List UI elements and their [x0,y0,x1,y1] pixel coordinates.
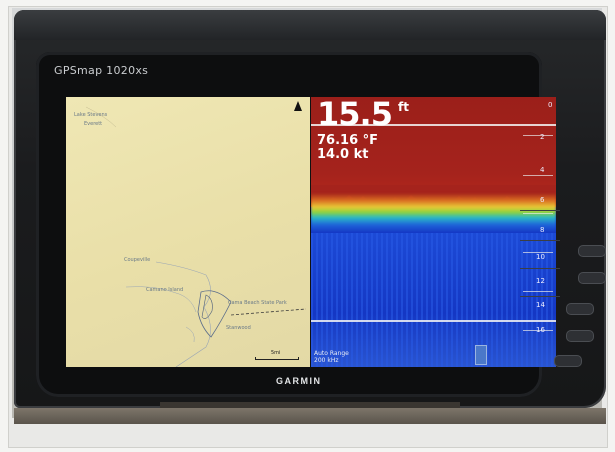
speed-readout: 14.0 kt [317,147,369,162]
range-mode-label: Auto Range [314,350,349,357]
depth-scale-label: 14 [536,301,545,309]
depth-tick [523,330,553,331]
menu-button[interactable] [566,303,594,315]
depth-scale-label: 4 [540,166,545,174]
bezel-groove [520,268,560,269]
bezel-groove [520,240,560,241]
depth-tick [523,213,553,214]
device-top-ledge [14,10,606,40]
map-label-town: Everett [84,121,103,127]
home-button[interactable] [554,355,582,367]
soft-key-button[interactable] [578,272,606,284]
depth-unit: ft [398,100,409,114]
bezel-groove [520,210,560,211]
mount-shelf-top [160,402,460,412]
sonar-surface-line [311,124,556,126]
depth-readout: 15.5 [317,95,393,133]
map-label-town: Lake Stevens [74,112,108,118]
map-scale-label: 5mi [271,350,281,356]
soft-key-button[interactable] [578,245,606,257]
map-label-park: Cama Beach State Park [228,300,287,306]
range-status: Auto Range 200 kHz [314,350,349,364]
depth-tick [523,135,553,136]
depth-scale-label: 12 [536,277,545,285]
bezel-groove [520,296,560,297]
sonar-water-column [311,233,556,367]
north-arrow-icon [294,101,302,111]
map-label-island: Camano Island [146,287,184,293]
sonar-bottom-line [311,320,556,322]
map-scale-bar [255,357,299,360]
depth-scale-label: 16 [536,326,545,334]
dashboard-shelf [14,408,606,424]
depth-scale-label: 2 [540,133,545,141]
depth-scale-label: 6 [540,196,545,204]
model-label: GPSmap 1020xs [54,64,149,77]
frequency-label: 200 kHz [314,357,339,364]
depth-tick [523,175,553,176]
sonar-pane[interactable] [311,97,556,367]
depth-scale-label: 10 [536,253,545,261]
depth-scale-label: 0 [548,101,553,109]
map-label-town: Stanwood [226,325,251,331]
sonar-page-icon[interactable] [475,345,487,365]
water-temperature-readout: 76.16 °F [317,133,379,148]
map-label-town: Coupeville [124,257,151,263]
depth-scale-label: 8 [540,226,545,234]
depth-tick [523,252,553,253]
map-shoreline [85,106,307,367]
sonar-return-band [311,193,556,233]
depth-tick [523,291,553,292]
brand-logo: GARMIN [276,376,322,386]
chart-map-pane[interactable]: Lake Stevens Everett Coupeville Cama Bea… [66,97,310,367]
back-button[interactable] [566,330,594,342]
